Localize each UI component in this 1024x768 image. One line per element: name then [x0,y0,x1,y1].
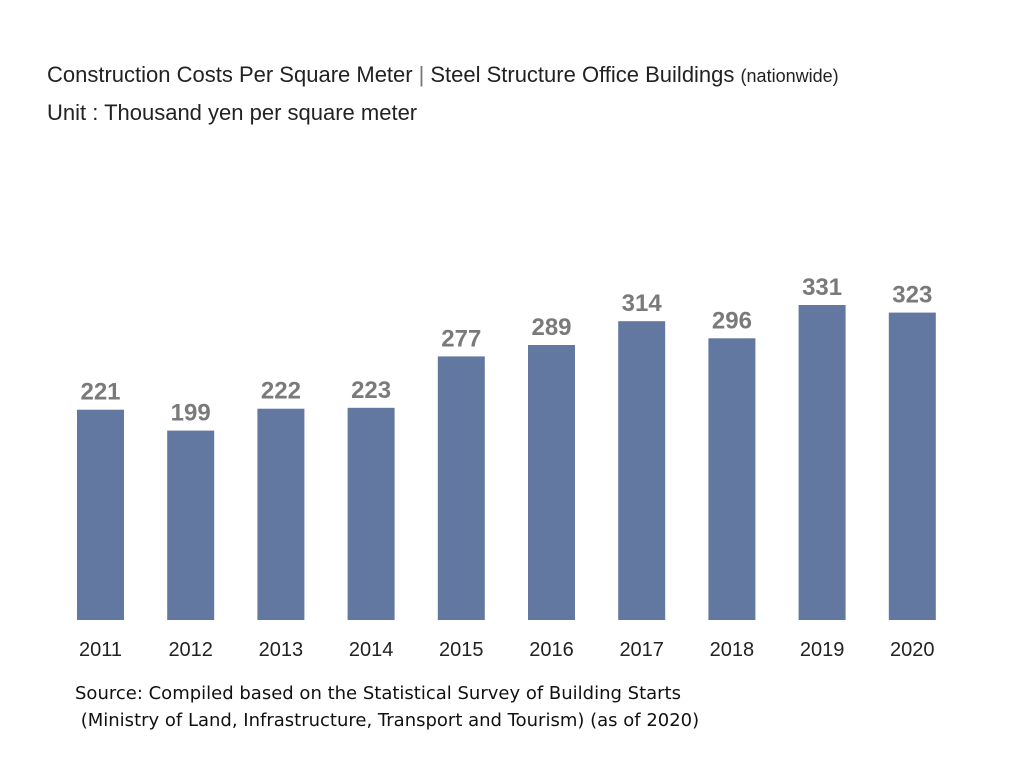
data-label-2015: 277 [441,325,481,352]
chart-title-scope: (nationwide) [740,66,839,86]
bar-2015 [437,356,485,620]
bar-2011 [77,409,124,620]
title-separator: | [418,62,425,87]
source-note: Source: Compiled based on the Statistica… [75,680,699,734]
x-tick-label-2015: 2015 [439,639,484,661]
data-label-2020: 323 [892,282,932,309]
bar-2018 [708,338,756,620]
data-label-2019: 331 [802,274,842,301]
x-tick-label-2011: 2011 [79,639,122,661]
x-tick-label-2018: 2018 [710,639,755,661]
x-tick-label-2012: 2012 [168,639,213,661]
data-label-2011: 221 [80,379,120,406]
data-label-2012: 199 [171,400,211,427]
data-label-2014: 223 [351,377,391,404]
x-tick-label-2014: 2014 [349,639,394,661]
chart-title-series: Steel Structure Office Buildings [430,62,735,87]
x-tick-label-2020: 2020 [890,639,935,661]
source-line-1: Source: Compiled based on the Statistica… [75,683,681,704]
bar-2016 [528,345,575,620]
x-tick-label-2013: 2013 [259,639,304,661]
data-label-2017: 314 [622,290,663,317]
data-label-2013: 222 [261,378,301,405]
chart-title-main: Construction Costs Per Square Meter [47,62,413,87]
bar-2013 [257,408,305,620]
bar-2020 [888,312,936,620]
x-tick-label-2019: 2019 [800,639,845,661]
chart-title: Construction Costs Per Square Meter | Stee… [47,62,839,88]
bar-2017 [618,321,666,620]
x-tick-label-2017: 2017 [619,639,664,661]
bar-2014 [347,407,395,620]
bar-2012 [167,430,215,620]
data-label-2016: 289 [531,314,571,341]
x-tick-label-2016: 2016 [529,639,574,661]
chart-unit-label: Unit : Thousand yen per square meter [47,100,418,125]
data-label-2018: 296 [712,307,752,334]
bar-2019 [798,305,846,620]
source-line-2: (Ministry of Land, Infrastructure, Trans… [75,710,700,731]
